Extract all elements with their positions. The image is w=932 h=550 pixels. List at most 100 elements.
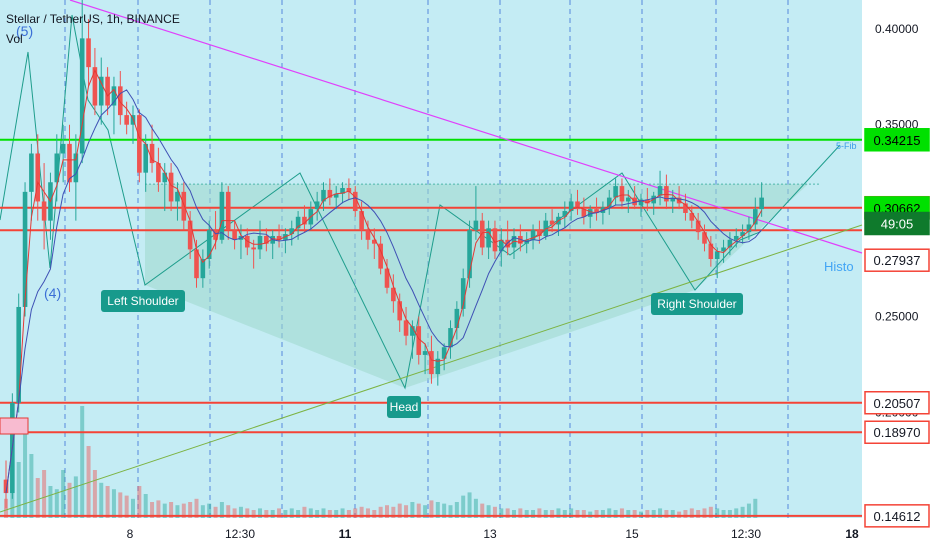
volume-bar [105,486,110,518]
volume-bar [385,505,389,518]
price-tag-box [864,211,930,236]
candle-body [149,143,155,164]
volume-bar [226,505,231,518]
candle-body [391,287,396,302]
candle-body [130,115,136,125]
volume-bar [238,506,243,518]
candle-body [645,199,650,204]
candle-body [530,230,536,240]
volume-bar [169,502,174,518]
volume-bar [162,503,167,518]
volume-bar [531,510,536,518]
volume-bar [156,500,161,518]
volume-bar [232,508,237,518]
volume-bar [696,510,701,518]
time-tick-label: 12:30 [225,527,255,541]
candle-body [454,308,460,329]
price-tick-label: 0.25000 [875,310,919,324]
time-tick-label: 11 [339,527,352,541]
price-tags: 0.342150.306730.3066249:050.279370.20507… [864,128,930,528]
candle-body [384,268,390,288]
time-axis[interactable]: 8 12:30 11 13 15 12:30 18 [127,527,859,541]
candle-body [60,143,66,154]
time-tick-label: 8 [127,527,134,541]
volume-indicator-label: Vol [6,32,23,46]
candle-body [346,188,352,192]
candle-body [695,220,701,233]
volume-bar [277,508,282,518]
volume-bar [92,470,97,518]
candle-body [753,209,758,225]
volume-bar [194,498,199,518]
candle-body [499,239,504,252]
candle-body [435,358,441,375]
volume-bar [10,482,15,518]
candle-body [460,278,466,309]
candle-body [568,201,574,212]
volume-bar [461,495,466,518]
volume-bar [473,498,478,518]
volume-bar [562,510,567,518]
volume-bar [518,508,523,518]
volume-bar [188,502,193,518]
volume-bar [213,506,218,518]
volume-bar [702,508,707,518]
candle-body [67,143,72,183]
candle-body [245,235,250,248]
fast-moving-average [5,69,763,494]
volume-bar [492,506,497,518]
volume-bar [543,510,548,518]
symbol-title: Stellar / TetherUS, 1h, BINANCE [6,12,180,26]
candle-body [73,153,79,183]
volume-bar [245,508,250,518]
candle-body [257,235,263,250]
candle-body [16,306,21,403]
volume-bar [645,510,650,518]
volume-bar [67,482,72,518]
descending-trendline [69,0,863,254]
candle-body [727,239,733,248]
volume-bar [365,508,370,518]
volume-bar [327,510,332,518]
pattern-label-text: Head [390,400,419,414]
volume-bar [575,510,580,518]
moving-averages [5,69,763,494]
candle-body [156,163,161,183]
candle-body [187,220,193,250]
volume-bar [289,508,294,518]
volume-bar [207,503,212,518]
volume-bar [99,482,104,518]
candle-body [200,259,206,279]
volume-bar [734,508,739,518]
volume-bar [727,510,732,518]
volume-bar [137,486,142,518]
pattern-label-text: Right Shoulder [657,297,736,311]
candle-body [29,153,34,192]
candle-body [289,228,295,235]
candle-body [206,230,212,259]
price-tag-box [864,420,930,444]
annotation-label: (4) [44,285,61,301]
volume-bar [550,510,555,518]
candle-body [479,220,485,248]
candle-body [441,347,447,359]
candle-body [213,230,218,240]
candle-body [664,186,669,202]
candle-body [98,76,104,106]
candle-body [3,479,9,494]
volume-bar [264,510,269,518]
volume-bar [61,470,66,518]
volume-bar [753,498,758,518]
volume-bar [175,505,180,518]
candle-body [105,76,110,106]
price-tag-text: 0.20507 [874,396,921,411]
candle-body [549,220,555,225]
volume-bar [480,503,485,518]
volume-bar [505,508,510,518]
volume-bar [315,510,320,518]
volume-bar [54,489,59,518]
volume-bar [746,503,751,518]
volume-bar [581,510,586,518]
